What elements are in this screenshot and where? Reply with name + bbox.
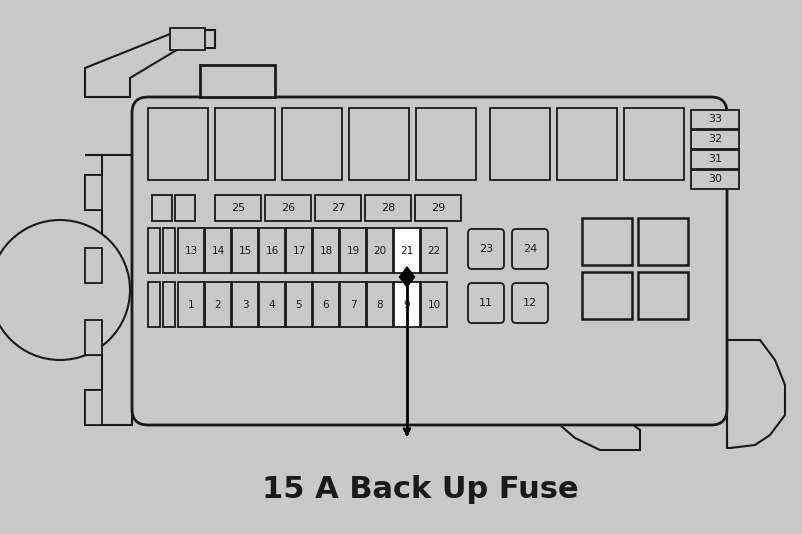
FancyBboxPatch shape <box>148 108 208 180</box>
Polygon shape <box>200 65 274 97</box>
FancyBboxPatch shape <box>163 228 175 273</box>
Text: 14: 14 <box>211 246 225 255</box>
Text: 8: 8 <box>376 300 383 310</box>
FancyBboxPatch shape <box>148 228 160 273</box>
FancyBboxPatch shape <box>215 195 261 221</box>
FancyBboxPatch shape <box>365 195 411 221</box>
Circle shape <box>2 232 118 348</box>
FancyBboxPatch shape <box>691 130 738 149</box>
FancyBboxPatch shape <box>148 282 160 327</box>
FancyBboxPatch shape <box>215 108 274 180</box>
Text: 12: 12 <box>522 298 537 308</box>
Text: 16: 16 <box>265 246 278 255</box>
FancyBboxPatch shape <box>512 283 547 323</box>
Text: 4: 4 <box>269 300 275 310</box>
Text: 25: 25 <box>231 203 245 213</box>
FancyBboxPatch shape <box>468 283 504 323</box>
FancyBboxPatch shape <box>581 272 631 319</box>
FancyBboxPatch shape <box>367 282 392 327</box>
FancyBboxPatch shape <box>339 228 366 273</box>
Text: 17: 17 <box>292 246 306 255</box>
FancyBboxPatch shape <box>691 170 738 189</box>
Polygon shape <box>399 267 414 287</box>
FancyBboxPatch shape <box>178 228 204 273</box>
Text: 13: 13 <box>184 246 197 255</box>
FancyBboxPatch shape <box>175 195 195 221</box>
FancyBboxPatch shape <box>638 272 687 319</box>
Text: 19: 19 <box>346 246 359 255</box>
FancyBboxPatch shape <box>259 228 285 273</box>
Polygon shape <box>85 155 132 425</box>
Polygon shape <box>85 30 215 97</box>
FancyBboxPatch shape <box>415 195 460 221</box>
Text: 23: 23 <box>478 244 492 254</box>
Text: 32: 32 <box>707 135 721 145</box>
Text: 28: 28 <box>380 203 395 213</box>
FancyBboxPatch shape <box>638 218 687 265</box>
FancyBboxPatch shape <box>349 108 408 180</box>
FancyBboxPatch shape <box>85 390 102 425</box>
FancyBboxPatch shape <box>623 108 683 180</box>
FancyBboxPatch shape <box>314 195 361 221</box>
FancyBboxPatch shape <box>205 228 231 273</box>
FancyBboxPatch shape <box>557 108 616 180</box>
FancyBboxPatch shape <box>85 248 102 283</box>
Text: 20: 20 <box>373 246 386 255</box>
Text: 1: 1 <box>188 300 194 310</box>
Text: 21: 21 <box>400 246 413 255</box>
FancyBboxPatch shape <box>420 228 447 273</box>
Polygon shape <box>559 400 639 450</box>
Text: 15 A Back Up Fuse: 15 A Back Up Fuse <box>261 475 577 505</box>
Text: 18: 18 <box>319 246 332 255</box>
FancyBboxPatch shape <box>691 150 738 169</box>
FancyBboxPatch shape <box>265 195 310 221</box>
FancyBboxPatch shape <box>282 108 342 180</box>
Text: 10: 10 <box>427 300 440 310</box>
Text: 29: 29 <box>431 203 444 213</box>
Text: 6: 6 <box>322 300 329 310</box>
FancyBboxPatch shape <box>339 282 366 327</box>
FancyBboxPatch shape <box>313 228 338 273</box>
FancyBboxPatch shape <box>468 229 504 269</box>
Text: 3: 3 <box>241 300 248 310</box>
FancyBboxPatch shape <box>489 108 549 180</box>
Text: 26: 26 <box>281 203 294 213</box>
Text: 9: 9 <box>403 300 410 310</box>
FancyBboxPatch shape <box>581 218 631 265</box>
FancyBboxPatch shape <box>85 320 102 355</box>
FancyBboxPatch shape <box>313 282 338 327</box>
FancyBboxPatch shape <box>163 282 175 327</box>
FancyBboxPatch shape <box>691 110 738 129</box>
FancyBboxPatch shape <box>259 282 285 327</box>
Text: 15: 15 <box>238 246 251 255</box>
FancyBboxPatch shape <box>232 282 257 327</box>
Text: 24: 24 <box>522 244 537 254</box>
Circle shape <box>0 220 130 360</box>
FancyBboxPatch shape <box>232 228 257 273</box>
FancyBboxPatch shape <box>512 229 547 269</box>
FancyBboxPatch shape <box>132 97 726 425</box>
FancyBboxPatch shape <box>420 282 447 327</box>
FancyBboxPatch shape <box>178 282 204 327</box>
Text: 5: 5 <box>295 300 302 310</box>
Text: 7: 7 <box>349 300 356 310</box>
Text: 2: 2 <box>214 300 221 310</box>
FancyBboxPatch shape <box>152 195 172 221</box>
Text: 22: 22 <box>427 246 440 255</box>
FancyBboxPatch shape <box>394 282 419 327</box>
Text: 11: 11 <box>479 298 492 308</box>
Text: 31: 31 <box>707 154 721 164</box>
FancyBboxPatch shape <box>205 282 231 327</box>
FancyBboxPatch shape <box>367 228 392 273</box>
FancyBboxPatch shape <box>170 28 205 50</box>
FancyBboxPatch shape <box>394 228 419 273</box>
FancyBboxPatch shape <box>85 175 102 210</box>
Polygon shape <box>726 340 784 448</box>
Text: 27: 27 <box>330 203 345 213</box>
Text: 30: 30 <box>707 175 721 185</box>
Text: 33: 33 <box>707 114 721 124</box>
FancyBboxPatch shape <box>415 108 476 180</box>
FancyBboxPatch shape <box>286 228 312 273</box>
FancyBboxPatch shape <box>286 282 312 327</box>
